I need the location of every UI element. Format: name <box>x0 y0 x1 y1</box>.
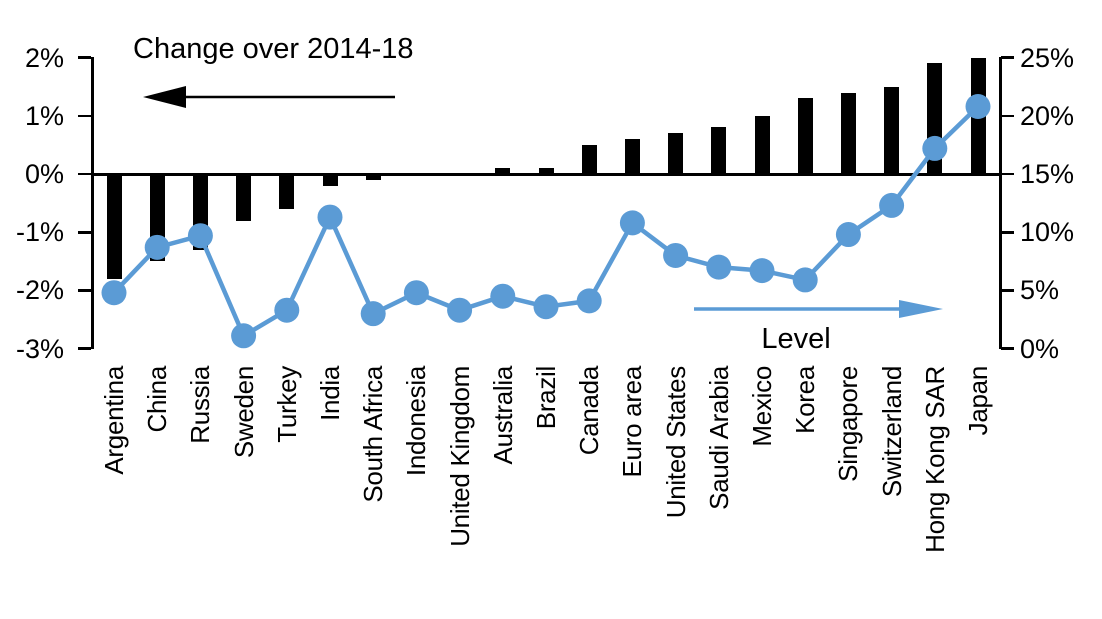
level-point-mexico <box>749 258 775 284</box>
level-point-brazil <box>533 294 559 320</box>
level-point-singapore <box>835 222 861 248</box>
level-point-hong-kong-sar <box>922 135 948 161</box>
bar-korea <box>797 98 813 174</box>
level-point-china <box>144 234 170 260</box>
level-point-japan <box>965 93 991 119</box>
left-axis-tick-label: -2% <box>15 275 64 306</box>
bar-saudi-arabia <box>711 127 727 174</box>
right-axis-tick-label: 25% <box>1020 42 1075 73</box>
left-axis-tick <box>77 114 91 118</box>
level-point-sweden <box>231 323 257 349</box>
left-arrow-icon <box>143 86 395 108</box>
bar-switzerland <box>884 86 900 174</box>
right-axis-line <box>998 57 1002 349</box>
right-axis-tick-label: 10% <box>1020 217 1075 248</box>
left-axis-tick <box>77 56 91 59</box>
bar-turkey <box>279 174 295 209</box>
level-point-australia <box>490 283 516 309</box>
bar-india <box>322 174 338 186</box>
left-axis-tick <box>77 289 91 292</box>
left-axis-line <box>90 57 94 349</box>
bar-sweden <box>236 174 252 221</box>
level-point-turkey <box>274 297 300 323</box>
level-point-india <box>317 204 343 230</box>
level-point-argentina <box>101 280 127 306</box>
bar-singapore <box>840 92 856 174</box>
left-axis-tick <box>77 347 91 350</box>
bar-south-africa <box>365 174 381 180</box>
right-axis-tick <box>1000 347 1014 350</box>
left-axis-tick-label: 2% <box>24 42 64 73</box>
right-arrow-icon <box>694 300 943 318</box>
right-axis-tick-label: 0% <box>1020 333 1060 364</box>
bar-series-label: Change over 2014-18 <box>133 33 414 65</box>
level-point-saudi-arabia <box>706 254 732 280</box>
bar-australia <box>495 168 511 174</box>
left-axis-tick-label: 0% <box>24 159 64 189</box>
level-point-korea <box>792 267 818 293</box>
line-series-label: Level <box>761 323 831 355</box>
bar-argentina <box>106 174 122 279</box>
right-axis-tick-label: 15% <box>1020 159 1075 189</box>
left-axis-tick-label: -3% <box>15 333 64 364</box>
level-point-indonesia <box>403 280 429 306</box>
bar-brazil <box>538 168 554 174</box>
bar-mexico <box>754 115 770 174</box>
right-axis-tick <box>1000 114 1014 118</box>
level-point-euro-area <box>619 210 645 236</box>
level-point-russia <box>187 223 213 249</box>
bar-canada <box>581 144 597 174</box>
level-point-switzerland <box>879 192 905 218</box>
level-point-south-africa <box>360 301 386 327</box>
level-point-united-kingdom <box>447 297 473 323</box>
zero-baseline <box>90 172 1002 176</box>
right-axis-tick-label: 5% <box>1020 275 1060 306</box>
bar-united-states <box>668 133 684 174</box>
left-axis-tick-label: 1% <box>24 100 64 131</box>
right-axis-tick-label: 20% <box>1020 100 1075 131</box>
level-point-united-states <box>663 242 689 268</box>
level-point-canada <box>576 288 602 314</box>
level-line-markers <box>101 93 991 349</box>
left-axis-tick-label: -1% <box>15 217 64 248</box>
right-axis-tick <box>1000 231 1014 234</box>
right-axis-tick <box>1000 56 1014 59</box>
left-axis-tick <box>77 172 91 176</box>
right-axis-tick <box>1000 172 1014 176</box>
bar-euro-area <box>624 139 640 174</box>
left-axis-tick <box>77 231 91 234</box>
right-axis-tick <box>1000 289 1014 292</box>
